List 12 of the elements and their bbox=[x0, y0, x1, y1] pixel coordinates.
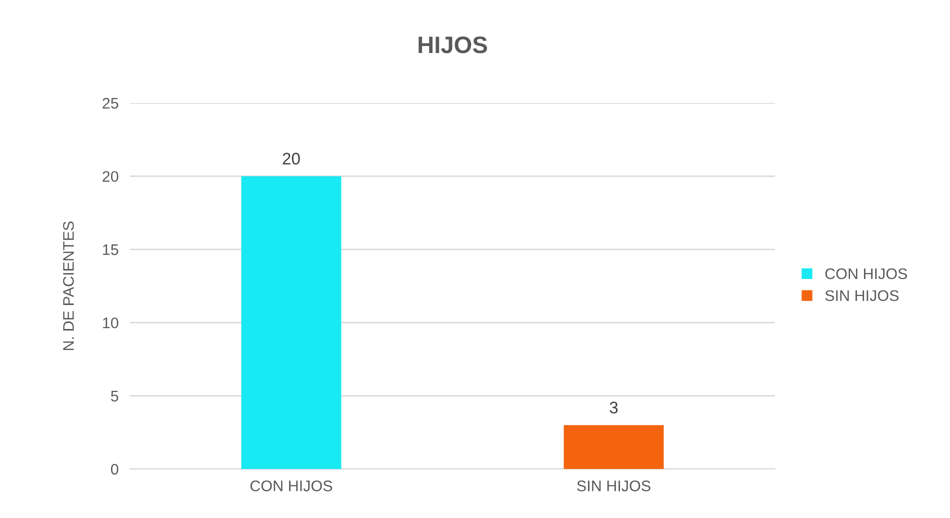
y-tick-label: 20 bbox=[102, 171, 118, 182]
y-tick-label: 5 bbox=[111, 390, 118, 402]
y-tick-label: 10 bbox=[103, 317, 118, 328]
legend-label: CON HIJOS bbox=[825, 268, 908, 280]
chart-title: HIJOS bbox=[418, 36, 488, 54]
y-tick-label: 0 bbox=[110, 464, 118, 475]
y-tick-label: 25 bbox=[102, 98, 118, 109]
y-tick-label: 15 bbox=[103, 244, 118, 256]
legend-label: SIN HIJOS bbox=[825, 290, 899, 302]
y-axis-title: N. DE PACIENTES bbox=[63, 221, 74, 350]
data-label: 3 bbox=[610, 402, 618, 414]
data-label: 20 bbox=[282, 152, 300, 165]
